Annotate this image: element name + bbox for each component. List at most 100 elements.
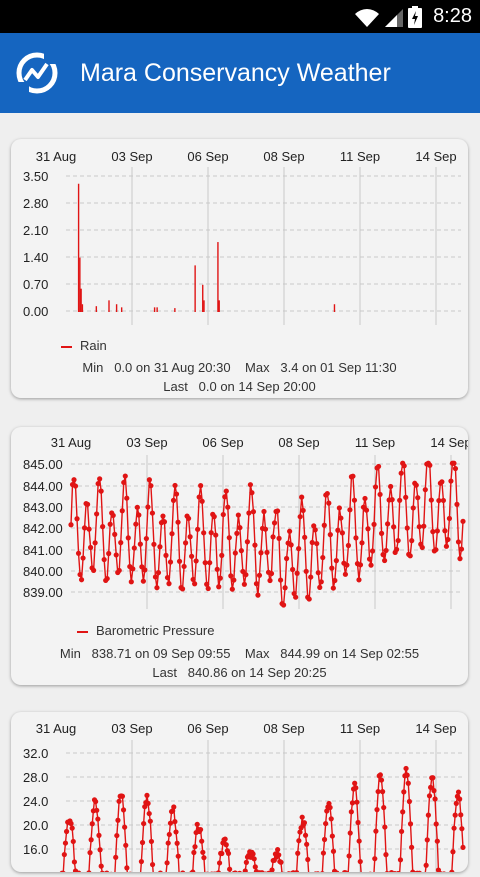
temperature-point <box>141 821 146 826</box>
y-tick-label: 0.00 <box>23 304 48 319</box>
status-time: 8:28 <box>433 5 472 28</box>
pressure-point <box>429 497 434 502</box>
pressure-point <box>301 508 306 513</box>
x-axis-labels: 31 Aug 03 Sep 06 Sep 08 Sep 11 Sep 14 Se… <box>36 149 457 164</box>
pressure-point <box>227 535 232 540</box>
y-tick-label: 843.00 <box>23 500 63 515</box>
temperature-point <box>217 860 222 865</box>
temperature-point <box>96 833 101 838</box>
temperature-point <box>168 821 173 826</box>
pressure-chart-card[interactable]: 31 Aug 03 Sep 06 Sep 08 Sep 11 Sep 14 Se… <box>11 427 468 685</box>
temperature-point <box>190 869 195 872</box>
pressure-point <box>194 558 199 563</box>
temperature-point <box>139 859 144 864</box>
temperature-point <box>328 805 333 810</box>
pressure-point <box>230 587 235 592</box>
pressure-point <box>403 495 408 500</box>
temperature-point <box>354 800 359 805</box>
temperature-point <box>320 871 325 872</box>
temperature-point <box>304 842 309 847</box>
pressure-point <box>153 574 158 579</box>
x-tick-label: 08 Sep <box>263 149 304 164</box>
pressure-point <box>129 579 134 584</box>
stats-min-max: Min 0.0 on 31 Aug 20:30 Max 3.4 on 01 Se… <box>11 358 468 377</box>
pressure-point <box>86 527 91 532</box>
temperature-point <box>405 773 410 778</box>
pressure-point <box>415 495 420 500</box>
weather-logo-icon[interactable] <box>14 50 60 96</box>
pressure-point <box>451 461 456 466</box>
pressure-point <box>454 502 459 507</box>
rain-chart-card[interactable]: 31 Aug 03 Sep 06 Sep 08 Sep 11 Sep 14 Se… <box>11 139 468 398</box>
pressure-point <box>114 552 119 557</box>
temperature-point <box>460 845 465 850</box>
y-tick-label: 841.00 <box>23 543 63 558</box>
temperature-point <box>144 793 149 798</box>
pressure-point <box>215 567 220 572</box>
temperature-point <box>357 838 362 843</box>
wifi-icon <box>354 8 380 28</box>
pressure-point <box>459 546 464 551</box>
y-tick-label: 844.00 <box>23 479 63 494</box>
temperature-point <box>276 852 281 857</box>
pressure-point <box>198 483 203 488</box>
pressure-point <box>218 576 223 581</box>
pressure-point <box>352 498 357 503</box>
pressure-point <box>181 564 186 569</box>
pressure-point <box>319 579 324 584</box>
temperature-point <box>195 822 200 827</box>
pressure-point <box>144 536 149 541</box>
temperature-point <box>275 847 280 852</box>
y-tick-label: 0.70 <box>23 277 48 292</box>
pressure-point <box>157 544 162 549</box>
pressure-point <box>74 516 79 521</box>
temperature-point <box>431 788 436 793</box>
pressure-point <box>313 527 318 532</box>
pressure-point <box>216 584 221 589</box>
y-tick-label: 842.00 <box>23 521 63 536</box>
pressure-point <box>236 512 241 517</box>
pressure-point <box>263 527 268 532</box>
pressure-point <box>197 494 202 499</box>
pressure-point <box>435 528 440 533</box>
temperature-point <box>115 818 120 823</box>
pressure-point <box>371 522 376 527</box>
temperature-point <box>199 839 204 844</box>
y-tick-label: 840.00 <box>23 564 63 579</box>
pressure-point <box>254 581 259 586</box>
pressure-point <box>186 516 191 521</box>
temperature-point <box>120 794 125 799</box>
temperature-point <box>383 852 388 857</box>
temperature-chart-card[interactable]: 31 Aug 03 Sep 06 Sep 08 Sep 11 Sep 14 Se… <box>11 712 468 872</box>
temperature-point <box>252 856 257 861</box>
temperature-point <box>372 856 377 861</box>
y-tick-label: 16.0 <box>23 842 48 857</box>
chart-marks <box>58 766 465 872</box>
pressure-point <box>172 483 177 488</box>
temperature-point <box>226 851 231 856</box>
legend-swatch <box>77 631 88 633</box>
pressure-point <box>350 474 355 479</box>
app-bar: Mara Conservancy Weather <box>0 33 480 113</box>
pressure-point <box>302 535 307 540</box>
temperature-point <box>382 824 387 829</box>
temperature-point <box>426 813 431 818</box>
temperature-point <box>302 820 307 825</box>
pressure-point <box>331 585 336 590</box>
pressure-point <box>252 543 257 548</box>
pressure-point <box>337 505 342 510</box>
temperature-point <box>191 850 196 855</box>
pressure-point <box>79 577 84 582</box>
temperature-point <box>406 781 411 786</box>
pressure-point <box>433 547 438 552</box>
pressure-point <box>317 585 322 590</box>
stats-last: Last 840.86 on 14 Sep 20:25 <box>11 663 468 682</box>
pressure-point <box>120 508 125 513</box>
pressure-point <box>245 539 250 544</box>
temperature-point <box>459 826 464 831</box>
temperature-point <box>70 826 75 831</box>
stats-min-max: Min 838.71 on 09 Sep 09:55 Max 844.99 on… <box>11 644 468 663</box>
temperature-point <box>171 804 176 809</box>
pressure-point <box>368 563 373 568</box>
pressure-point <box>68 522 73 527</box>
